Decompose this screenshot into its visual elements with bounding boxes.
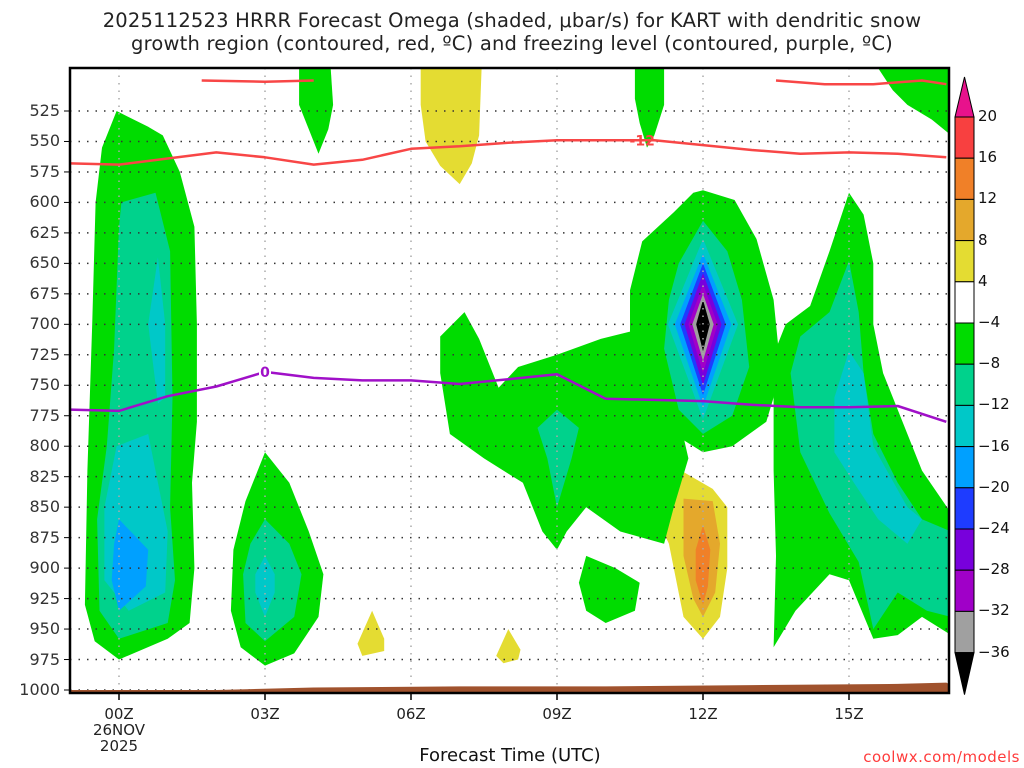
y-tick-label: 775	[29, 405, 60, 425]
terrain-surface	[70, 682, 949, 693]
y-tick-label: 850	[29, 497, 60, 517]
x-tick-label: 00Z	[104, 705, 134, 723]
y-tick-label: 950	[29, 619, 60, 639]
y-tick-label: 575	[29, 161, 60, 181]
colorbar-top-arrow	[954, 76, 975, 118]
y-tick-label: 725	[29, 344, 60, 364]
colorbar-label: −28	[978, 560, 1010, 579]
colorbar-label: −24	[978, 519, 1010, 537]
colorbar-box	[954, 322, 975, 365]
y-tick-label: 550	[29, 131, 60, 151]
colorbar-box	[954, 198, 975, 242]
x-tick-label: 12Z	[688, 705, 718, 723]
colorbar-box	[954, 116, 975, 159]
y-tick-label: 600	[29, 192, 60, 212]
y-tick-label: 800	[29, 436, 60, 456]
y-tick-label: 875	[29, 527, 60, 547]
plot-area: -12 0	[70, 68, 949, 693]
y-tick-label: 675	[29, 283, 60, 303]
omega-region-early-column-core	[111, 519, 149, 611]
omega-region-0400z-top	[299, 68, 334, 154]
x-tick-label: 06Z	[396, 705, 426, 723]
colorbar-label: −32	[978, 601, 1010, 620]
y-tick-label: 900	[29, 558, 60, 578]
omega-region-0800z-upward	[496, 629, 521, 664]
y-tick-label: 925	[29, 588, 60, 608]
colorbar-label: 4	[978, 271, 988, 290]
freezing-level-contour	[70, 370, 947, 423]
colorbar-label: −4	[978, 313, 1001, 331]
y-tick-label: 525	[29, 101, 60, 120]
plot-frame	[68, 66, 951, 695]
colorbar-box	[954, 281, 975, 324]
x-tick-date-label: 26NOV	[92, 721, 146, 739]
y-tick-label: 750	[29, 375, 60, 395]
omega-region-0500z-upward	[357, 610, 385, 656]
omega-region-early-column-upper-core	[148, 257, 166, 404]
y-tick-label: 700	[29, 314, 60, 334]
y-tick-label: 825	[29, 466, 60, 486]
colorbar-label: −12	[978, 395, 1010, 414]
chart-title-line-2: growth region (contoured, red, ºC) and f…	[131, 32, 893, 55]
omega-region-1100z-top	[634, 68, 665, 148]
y-tick-label: 625	[29, 222, 60, 242]
source-credit: coolwx.com/models	[863, 748, 1020, 766]
x-tick-label: 03Z	[250, 705, 280, 723]
freezing-level-label: 0	[260, 365, 270, 381]
colorbar-label: 8	[978, 230, 988, 249]
colorbar-box	[954, 157, 975, 200]
dgz-contour-label: -12	[630, 133, 655, 149]
omega-region-1000z-small	[578, 555, 640, 623]
colorbar-box	[954, 487, 975, 530]
dgz-contour-upper-right	[775, 79, 947, 86]
omega-region-1700z-top	[878, 68, 949, 134]
colorbar-box	[954, 528, 975, 571]
colorbar-label: 16	[978, 148, 998, 167]
colorbar-box	[954, 569, 975, 612]
x-tick-label: 15Z	[834, 705, 864, 723]
omega-region-0700z-upward	[420, 68, 482, 185]
freezing-label-bg	[259, 363, 271, 379]
y-tick-label: 1000	[19, 680, 60, 699]
y-tick-label: 650	[29, 253, 60, 273]
colorbar-box	[954, 240, 975, 283]
colorbar-box	[954, 446, 975, 489]
colorbar-box	[954, 610, 975, 654]
dgz-contour-upper-left	[201, 79, 314, 83]
colorbar-label: 20	[978, 107, 998, 125]
omega-region-1200z-core	[696, 299, 710, 352]
x-tick-date-label: 2025	[99, 737, 139, 755]
colorbar-label: −16	[978, 436, 1010, 455]
colorbar-bottom-arrow	[954, 652, 975, 695]
omega-region-1200z-upward-core	[695, 525, 711, 605]
colorbar-label: −36	[978, 642, 1010, 661]
colorbar-box	[954, 363, 975, 406]
y-tick-label: 975	[29, 649, 60, 669]
colorbar-label: −20	[978, 477, 1010, 496]
colorbar-label: 12	[978, 189, 998, 208]
colorbar-label: −8	[978, 354, 1001, 373]
omega-region-1500z-core	[834, 351, 922, 544]
omega-region-0900z-mid-level-2	[537, 409, 579, 508]
x-axis-label: Forecast Time (UTC)	[419, 745, 601, 766]
dgz-contour-lower	[70, 139, 947, 166]
chart-title-line-1: 2025112523 HRRR Forecast Omega (shaded, …	[102, 9, 922, 32]
x-tick-label: 09Z	[542, 705, 572, 723]
colorbar-box	[954, 404, 975, 448]
